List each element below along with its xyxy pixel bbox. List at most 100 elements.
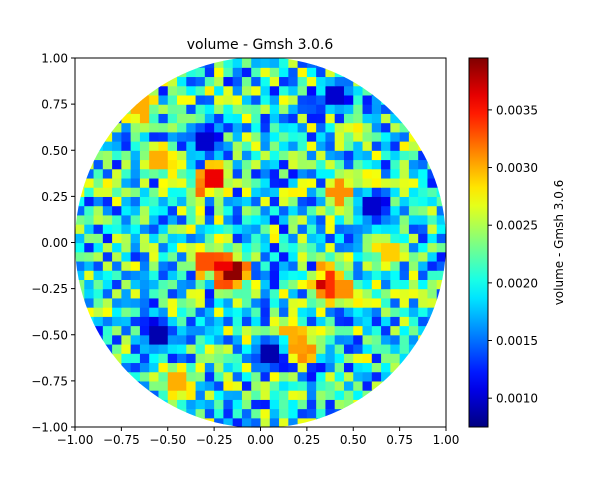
mesh-cell	[269, 362, 280, 373]
mesh-cell	[390, 270, 401, 280]
mesh-cell	[241, 168, 252, 179]
mesh-cell	[121, 279, 132, 290]
mesh-cell	[269, 187, 280, 197]
mesh-cell	[195, 390, 206, 400]
mesh-cell	[241, 417, 252, 428]
mesh-cell	[186, 141, 197, 151]
mesh-cell	[288, 196, 299, 207]
mesh-cell	[334, 297, 345, 308]
mesh-cell	[112, 177, 122, 188]
mesh-cell	[186, 316, 197, 327]
mesh-cell	[269, 104, 280, 114]
mesh-cell	[362, 177, 373, 188]
mesh-cell	[408, 316, 419, 327]
mesh-cell	[260, 251, 271, 262]
mesh-cell	[408, 297, 419, 308]
mesh-cell	[288, 307, 299, 317]
mesh-cell	[325, 187, 336, 197]
mesh-cell	[279, 224, 289, 234]
mesh-cell	[334, 353, 345, 364]
mesh-cell	[214, 279, 225, 290]
mesh-cell	[316, 260, 327, 271]
mesh-cell	[362, 214, 373, 225]
mesh-cell	[306, 196, 317, 207]
mesh-cell	[232, 122, 243, 133]
mesh-cell	[158, 260, 169, 271]
mesh-cell	[362, 233, 373, 244]
mesh-cell	[316, 224, 327, 234]
mesh-cell	[93, 214, 104, 225]
mesh-cell	[325, 196, 336, 207]
mesh-cell	[297, 214, 308, 225]
mesh-cell	[177, 159, 187, 170]
mesh-cell	[223, 270, 234, 280]
mesh-cell	[390, 297, 401, 308]
mesh-cell	[232, 297, 243, 308]
mesh-cell	[279, 141, 289, 151]
mesh-cell	[288, 334, 299, 345]
mesh-cell	[112, 141, 122, 151]
mesh-cell	[297, 224, 308, 234]
mesh-cell	[362, 141, 373, 151]
mesh-cell	[232, 177, 243, 188]
mesh-cell	[362, 270, 373, 280]
mesh-cell	[232, 270, 243, 280]
mesh-cell	[167, 85, 178, 96]
mesh-cell	[306, 408, 317, 419]
mesh-cell	[288, 380, 299, 391]
mesh-cell	[139, 214, 150, 225]
mesh-cell	[241, 131, 252, 142]
mesh-cell	[260, 242, 271, 253]
mesh-cell	[371, 343, 382, 354]
mesh-cell	[186, 334, 197, 345]
mesh-cell	[390, 205, 401, 216]
mesh-cell	[408, 279, 419, 290]
mesh-cell	[232, 58, 243, 68]
mesh-cell	[195, 122, 206, 133]
mesh-cell	[223, 334, 234, 345]
mesh-cell	[195, 316, 206, 327]
mesh-cell	[130, 104, 141, 114]
mesh-cell	[316, 104, 327, 114]
mesh-cell	[297, 187, 308, 197]
mesh-cell	[306, 316, 317, 327]
mesh-cell	[316, 85, 327, 96]
mesh-cell	[371, 297, 382, 308]
mesh-cell	[279, 205, 289, 216]
mesh-cell	[381, 316, 391, 327]
mesh-cell	[139, 187, 150, 197]
mesh-cell	[279, 58, 289, 68]
mesh-cell	[158, 233, 169, 244]
mesh-cell	[260, 316, 271, 327]
mesh-cell	[93, 187, 104, 197]
plot-area	[74, 57, 447, 428]
mesh-cell	[130, 343, 141, 354]
mesh-cell	[371, 260, 382, 271]
y-tick-label: −0.75	[31, 374, 68, 388]
mesh-cell	[241, 270, 252, 280]
mesh-cell	[334, 371, 345, 382]
mesh-cell	[130, 131, 141, 142]
mesh-cell	[167, 214, 178, 225]
mesh-cell	[297, 196, 308, 207]
mesh-cell	[186, 371, 197, 382]
mesh-cell	[316, 399, 327, 410]
mesh-cell	[149, 94, 160, 105]
mesh-cell	[93, 260, 104, 271]
mesh-cell	[84, 205, 95, 216]
mesh-cell	[102, 251, 113, 262]
mesh-cell	[149, 196, 160, 207]
mesh-cell	[214, 94, 225, 105]
mesh-cell	[112, 233, 122, 244]
colorbar-label: volume - Gmsh 3.0.6	[552, 180, 566, 306]
mesh-cell	[390, 159, 401, 170]
mesh-cell	[158, 113, 169, 124]
mesh-cell	[288, 260, 299, 271]
mesh-cell	[186, 362, 197, 373]
mesh-cell	[75, 224, 85, 234]
mesh-cell	[251, 168, 262, 179]
mesh-cell	[334, 224, 345, 234]
mesh-cell	[139, 233, 150, 244]
mesh-cell	[223, 251, 234, 262]
mesh-cell	[232, 94, 243, 105]
